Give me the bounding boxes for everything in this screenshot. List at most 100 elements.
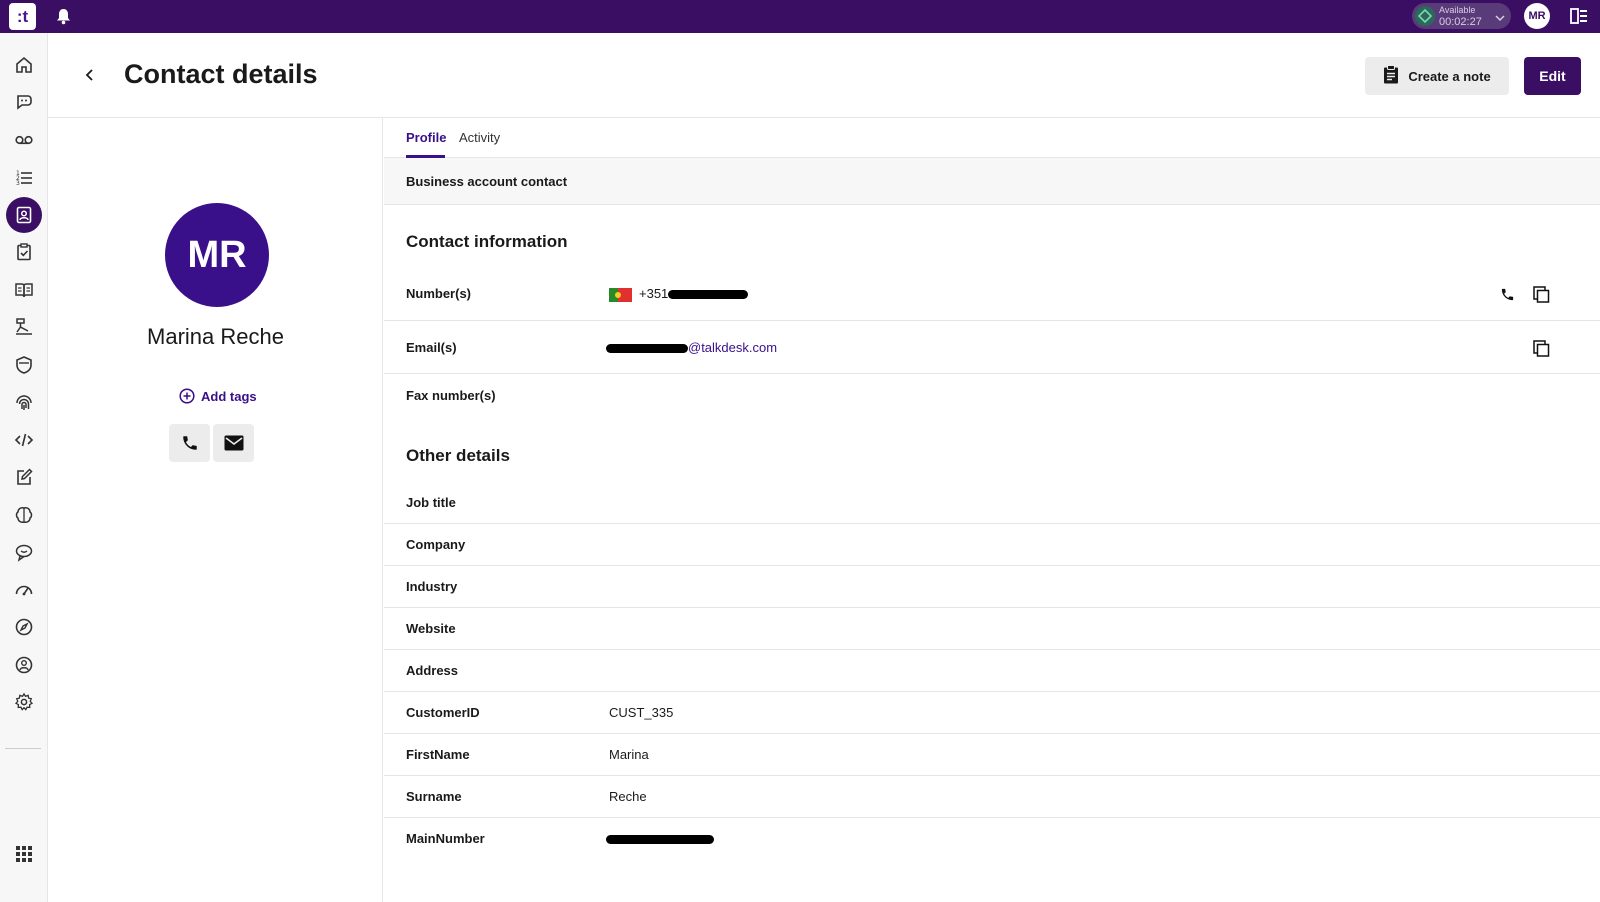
add-tags-label: Add tags xyxy=(201,388,257,404)
detail-row-industry: Industry xyxy=(384,566,1600,608)
svg-text:3: 3 xyxy=(16,180,20,187)
detail-label: Job title xyxy=(406,495,456,510)
portugal-flag-icon xyxy=(609,287,632,302)
security-icon[interactable] xyxy=(6,347,42,383)
fax-row: Fax number(s) xyxy=(384,374,1600,418)
identity-icon[interactable] xyxy=(6,384,42,420)
voicemail-icon[interactable] xyxy=(6,122,42,158)
phone-prefix: +351 xyxy=(639,286,669,301)
phone-number-value[interactable]: +351 xyxy=(609,286,749,302)
status-label: Available xyxy=(1439,5,1476,15)
emails-label: Email(s) xyxy=(406,340,457,355)
status-indicator-icon xyxy=(1415,6,1435,26)
tab-profile[interactable]: Profile xyxy=(406,130,447,145)
detail-label: Industry xyxy=(406,579,458,594)
numbers-row: Number(s) +351 xyxy=(384,268,1600,321)
redacted-email-user xyxy=(606,344,688,354)
phone-call-icon[interactable] xyxy=(1497,284,1517,304)
tab-bar: Profile Activity xyxy=(384,118,1600,158)
detail-row-job-title: Job title xyxy=(384,482,1600,524)
active-tab-indicator xyxy=(406,155,445,158)
contact-avatar: MR xyxy=(165,203,269,307)
emails-row: Email(s) @talkdesk.com xyxy=(384,321,1600,374)
contact-name: Marina Reche xyxy=(147,324,284,349)
add-tags-button[interactable]: Add tags xyxy=(179,388,257,404)
clipboard-icon xyxy=(1383,65,1399,87)
create-note-button[interactable]: Create a note xyxy=(1365,57,1509,95)
detail-row-company: Company xyxy=(384,524,1600,566)
settings-icon[interactable] xyxy=(6,684,42,720)
detail-label: Address xyxy=(406,663,459,678)
sidebar-divider xyxy=(5,748,41,749)
page-title: Contact details xyxy=(124,59,318,89)
home-icon[interactable] xyxy=(6,47,42,83)
agent-status-selector[interactable]: Available 00:02:27 xyxy=(1412,3,1511,29)
detail-label: Company xyxy=(406,537,466,552)
tasks-icon[interactable] xyxy=(6,234,42,270)
tab-activity[interactable]: Activity xyxy=(459,130,501,145)
phone-icon xyxy=(182,436,197,450)
contact-details-main: Profile Activity Business account contac… xyxy=(384,118,1600,902)
contact-information-title: Contact information xyxy=(406,232,568,251)
side-panel-toggle-icon[interactable] xyxy=(1570,7,1588,30)
detail-label: Website xyxy=(406,621,456,636)
user-avatar[interactable]: MR xyxy=(1524,3,1550,29)
detail-value xyxy=(606,831,714,846)
call-contact-button[interactable] xyxy=(169,424,210,462)
detail-row-surname: Surname Reche xyxy=(384,776,1600,818)
email-domain[interactable]: @talkdesk.com xyxy=(688,340,778,355)
contact-summary-panel: MR Marina Reche Add tags xyxy=(48,118,383,902)
detail-label: FirstName xyxy=(406,747,470,762)
detail-row-first-name: FirstName Marina xyxy=(384,734,1600,776)
developer-icon[interactable] xyxy=(6,422,42,458)
top-bar: :t Available 00:02:27 MR xyxy=(0,0,1600,33)
add-circle-icon xyxy=(179,388,195,404)
edit-icon[interactable] xyxy=(6,459,42,495)
create-note-label: Create a note xyxy=(1408,68,1491,84)
page-header: Contact details Create a note Edit xyxy=(48,33,1600,118)
contacts-icon[interactable] xyxy=(6,197,42,233)
explore-icon[interactable] xyxy=(6,609,42,645)
conversations-icon[interactable] xyxy=(6,84,42,120)
feedback-icon[interactable] xyxy=(6,534,42,570)
detail-value: CUST_335 xyxy=(609,705,674,720)
talkdesk-logo[interactable]: :t xyxy=(9,3,36,30)
flows-icon[interactable] xyxy=(6,309,42,345)
apps-grid-icon[interactable] xyxy=(6,836,42,872)
user-profile-icon[interactable] xyxy=(6,647,42,683)
email-contact-button[interactable] xyxy=(213,424,254,462)
detail-label: CustomerID xyxy=(406,705,480,720)
ai-icon[interactable] xyxy=(6,497,42,533)
detail-row-address: Address xyxy=(384,650,1600,692)
mail-icon xyxy=(224,435,243,451)
copy-number-icon[interactable] xyxy=(1531,284,1551,304)
detail-row-website: Website xyxy=(384,608,1600,650)
notifications-bell-icon[interactable] xyxy=(56,8,71,30)
email-value[interactable]: @talkdesk.com xyxy=(606,340,777,355)
status-timer: 00:02:27 xyxy=(1439,16,1482,28)
redacted-phone-number xyxy=(668,290,749,300)
chevron-left-icon xyxy=(85,69,93,81)
account-type-label: Business account contact xyxy=(406,174,568,189)
svg-text:1: 1 xyxy=(16,170,20,177)
redacted-main-number xyxy=(606,835,714,845)
detail-value: Marina xyxy=(609,747,649,762)
account-type-banner: Business account contact xyxy=(384,158,1600,205)
back-button[interactable] xyxy=(80,65,100,85)
chevron-down-icon xyxy=(1495,10,1505,28)
detail-value: Reche xyxy=(609,789,647,804)
detail-label: Surname xyxy=(406,789,462,804)
edit-button[interactable]: Edit xyxy=(1524,57,1581,95)
fax-label: Fax number(s) xyxy=(406,388,496,403)
knowledge-icon[interactable] xyxy=(6,272,42,308)
svg-text:2: 2 xyxy=(16,175,20,182)
detail-label: MainNumber xyxy=(406,831,485,846)
performance-icon[interactable] xyxy=(6,572,42,608)
copy-email-icon[interactable] xyxy=(1531,338,1551,358)
other-details-title: Other details xyxy=(406,446,510,465)
numbers-label: Number(s) xyxy=(406,286,472,301)
detail-row-main-number: MainNumber xyxy=(384,818,1600,860)
detail-row-customer-id: CustomerID CUST_335 xyxy=(384,692,1600,734)
